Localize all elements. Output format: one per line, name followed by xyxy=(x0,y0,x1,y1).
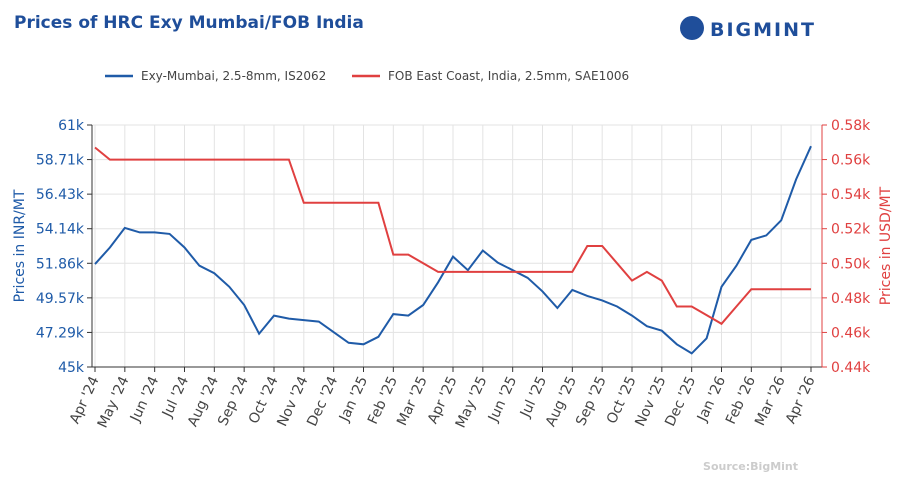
brand: BIGMINT xyxy=(710,19,816,41)
y-tick-label: 56.43k xyxy=(36,187,85,203)
legend-label: Exy-Mumbai, 2.5-8mm, IS2062 xyxy=(141,69,326,83)
x-tick-label: Jul '24 xyxy=(159,374,192,421)
y2-tick-label: 0.58k xyxy=(831,118,871,134)
y-tick-label: 49.57k xyxy=(36,291,85,307)
series-line xyxy=(94,146,811,326)
y2-tick-label: 0.54k xyxy=(831,187,871,203)
y2-tick-label: 0.56k xyxy=(831,153,871,169)
y-tick-label: 51.86k xyxy=(36,256,85,272)
x-tick-label: Jun '24 xyxy=(127,374,162,425)
y2-tick-label: 0.52k xyxy=(831,222,871,238)
source: Source:BigMint xyxy=(703,460,798,473)
y2-tick-label: 0.50k xyxy=(831,256,871,272)
y-tick-label: 61k xyxy=(58,118,85,134)
y-tick-label: 58.71k xyxy=(36,153,85,169)
y-axis-label: Prices in INR/MT xyxy=(12,189,28,302)
y-tick-label: 45k xyxy=(58,360,85,376)
y-tick-label: 47.29k xyxy=(36,325,85,341)
y-tick-label: 54.14k xyxy=(36,222,85,238)
y2-tick-label: 0.46k xyxy=(831,325,871,341)
series-line xyxy=(94,145,812,355)
logo-icon xyxy=(680,16,704,40)
y2-tick-label: 0.44k xyxy=(831,360,871,376)
y2-tick-label: 0.48k xyxy=(831,291,871,307)
chart-title: Prices of HRC Exy Mumbai/FOB India xyxy=(14,13,364,33)
legend-label: FOB East Coast, India, 2.5mm, SAE1006 xyxy=(388,69,629,83)
y2-axis-label: Prices in USD/MT xyxy=(878,186,894,305)
x-tick-label: Jul '25 xyxy=(517,374,550,421)
x-tick-label: Jun '25 xyxy=(485,374,520,425)
